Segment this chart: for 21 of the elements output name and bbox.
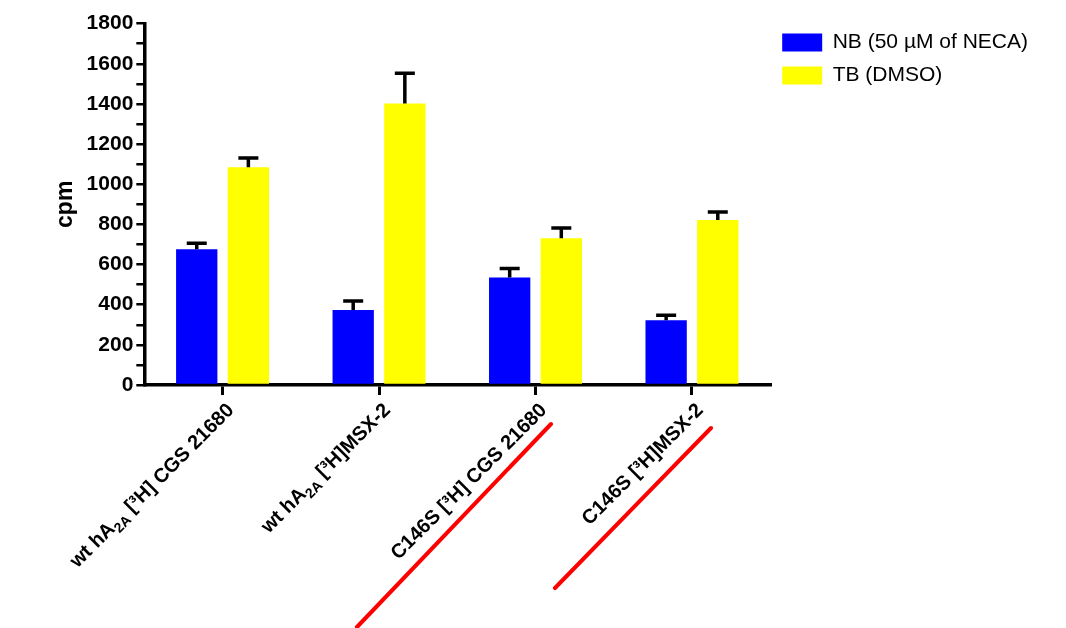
y-tick-label: 1000 xyxy=(86,171,134,195)
y-axis-title: cpm xyxy=(51,180,78,228)
bar xyxy=(540,238,582,384)
y-tick-label: 1400 xyxy=(86,90,134,114)
y-tick-label: 1600 xyxy=(86,50,134,74)
bar xyxy=(227,167,270,384)
y-tick-label: 0 xyxy=(121,371,134,395)
bar xyxy=(697,219,739,384)
bar xyxy=(384,103,426,384)
y-tick-label: 200 xyxy=(98,331,134,355)
bar xyxy=(176,249,218,384)
y-tick-label: 400 xyxy=(98,291,134,315)
y-tick-label: 800 xyxy=(98,211,134,235)
legend-label: TB (DMSO) xyxy=(832,62,943,86)
bar xyxy=(645,320,687,384)
bar xyxy=(332,310,374,384)
y-tick-label: 1800 xyxy=(86,10,134,34)
y-tick-label: 600 xyxy=(98,251,134,275)
y-tick-label: 1200 xyxy=(86,130,134,154)
bar xyxy=(489,277,531,384)
legend-label: NB (50 µM of NECA) xyxy=(832,29,1029,53)
